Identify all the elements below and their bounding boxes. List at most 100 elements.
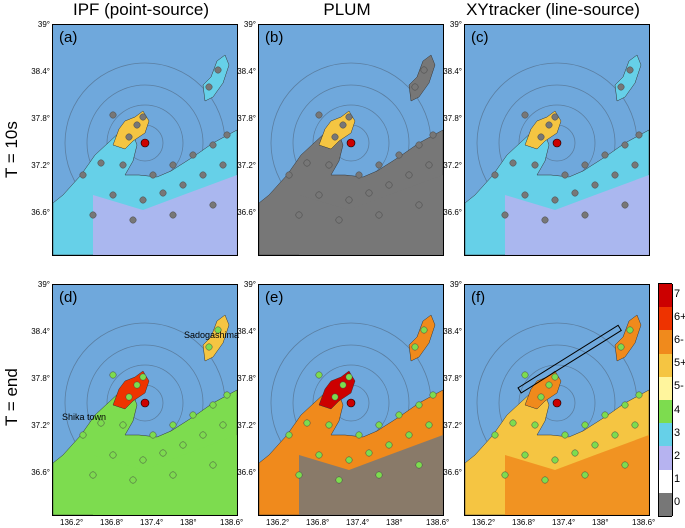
lat-tick-label: 38.4° bbox=[31, 67, 50, 76]
station-dot bbox=[491, 431, 499, 439]
lon-tick-label: 138° bbox=[592, 518, 609, 527]
shika-town-label: Shika town bbox=[62, 412, 107, 422]
lat-tick-label: 39° bbox=[243, 20, 256, 29]
panel-label: (b) bbox=[265, 29, 284, 46]
station-dot bbox=[611, 431, 619, 439]
lon-tick-label: 137.4° bbox=[140, 518, 164, 527]
station-dot bbox=[159, 189, 167, 197]
lat-tick-label: 39° bbox=[37, 20, 50, 29]
station-dot bbox=[521, 371, 529, 379]
station-dot bbox=[509, 419, 517, 427]
station-dot bbox=[571, 449, 579, 457]
station-dot bbox=[109, 111, 117, 119]
panel-label: (a) bbox=[59, 29, 78, 46]
station-dot bbox=[551, 373, 559, 381]
station-dot bbox=[179, 181, 187, 189]
column-title-plum: PLUM bbox=[323, 0, 371, 19]
station-dot bbox=[169, 161, 177, 169]
map-panel-2: (b) bbox=[258, 24, 444, 256]
station-dot bbox=[601, 151, 609, 159]
station-dot bbox=[129, 216, 137, 224]
lon-tick-label: 138° bbox=[386, 518, 403, 527]
station-dot bbox=[339, 121, 347, 129]
station-dot bbox=[621, 201, 629, 209]
station-dot bbox=[109, 191, 117, 199]
lat-tick-label: 37.8° bbox=[443, 374, 462, 383]
station-dot bbox=[295, 211, 303, 219]
column-title-ipf: IPF (point-source) bbox=[72, 0, 210, 19]
station-dot bbox=[159, 449, 167, 457]
station-dot bbox=[139, 196, 147, 204]
epicenter-marker bbox=[140, 138, 150, 148]
lat-tick-label: 36.6° bbox=[237, 468, 256, 477]
station-dot bbox=[303, 159, 311, 167]
station-dot bbox=[541, 216, 549, 224]
station-dot bbox=[139, 113, 147, 121]
lon-tick-label: 138.6° bbox=[220, 518, 244, 527]
lat-tick-label: 37.8° bbox=[237, 374, 256, 383]
station-dot bbox=[375, 471, 383, 479]
station-dot bbox=[331, 133, 339, 141]
colorbar bbox=[658, 283, 673, 517]
colorbar-label: 5+ bbox=[674, 357, 685, 370]
station-dot bbox=[591, 441, 599, 449]
station-dot bbox=[209, 401, 217, 409]
station-dot bbox=[501, 211, 509, 219]
lat-tick-label: 39° bbox=[449, 20, 462, 29]
station-dot bbox=[405, 431, 413, 439]
lon-tick-label: 136.8° bbox=[100, 518, 124, 527]
colorbar-label: 1 bbox=[674, 473, 681, 486]
station-dot bbox=[169, 471, 177, 479]
station-dot bbox=[425, 421, 433, 429]
land-region bbox=[93, 175, 237, 255]
station-dot bbox=[631, 161, 639, 169]
station-dot bbox=[205, 343, 213, 351]
colorbar-label: 4 bbox=[674, 403, 681, 416]
lat-tick-label: 37.2° bbox=[443, 421, 462, 430]
station-dot bbox=[581, 471, 589, 479]
station-dot bbox=[149, 431, 157, 439]
station-dot bbox=[626, 326, 634, 334]
lat-tick-label: 38.4° bbox=[237, 327, 256, 336]
lat-tick-label: 36.6° bbox=[443, 468, 462, 477]
station-dot bbox=[375, 161, 383, 169]
station-dot bbox=[97, 159, 105, 167]
lat-tick-label: 39° bbox=[37, 280, 50, 289]
station-dot bbox=[491, 171, 499, 179]
map-panel-1: (a) bbox=[52, 24, 238, 256]
station-dot bbox=[219, 421, 227, 429]
land-region bbox=[505, 175, 649, 255]
station-dot bbox=[411, 343, 419, 351]
station-dot bbox=[214, 66, 222, 74]
station-dot bbox=[581, 211, 589, 219]
colorbar-segment bbox=[658, 400, 673, 424]
lat-tick-label: 37.2° bbox=[31, 161, 50, 170]
map-svg bbox=[259, 314, 443, 515]
station-dot bbox=[551, 196, 559, 204]
station-dot bbox=[139, 456, 147, 464]
lon-tick-label: 137.4° bbox=[346, 518, 370, 527]
lat-tick-label: 37.8° bbox=[31, 374, 50, 383]
station-dot bbox=[591, 181, 599, 189]
panel-label: (c) bbox=[471, 29, 489, 46]
station-dot bbox=[285, 171, 293, 179]
station-dot bbox=[355, 171, 363, 179]
station-dot bbox=[395, 151, 403, 159]
station-dot bbox=[531, 161, 539, 169]
lon-tick-label: 136.8° bbox=[306, 518, 330, 527]
station-dot bbox=[355, 431, 363, 439]
station-dot bbox=[635, 131, 643, 139]
lat-tick-label: 37.8° bbox=[31, 114, 50, 123]
panel-label: (f) bbox=[471, 289, 486, 306]
lat-tick-label: 37.8° bbox=[237, 114, 256, 123]
station-dot bbox=[205, 83, 213, 91]
lon-tick-label: 136.8° bbox=[512, 518, 536, 527]
station-dot bbox=[415, 461, 423, 469]
station-dot bbox=[119, 161, 127, 169]
lon-tick-label: 138.6° bbox=[632, 518, 656, 527]
station-dot bbox=[335, 476, 343, 484]
station-dot bbox=[571, 189, 579, 197]
station-dot bbox=[79, 171, 87, 179]
station-dot bbox=[223, 131, 231, 139]
lon-tick-label: 136.2° bbox=[266, 518, 290, 527]
